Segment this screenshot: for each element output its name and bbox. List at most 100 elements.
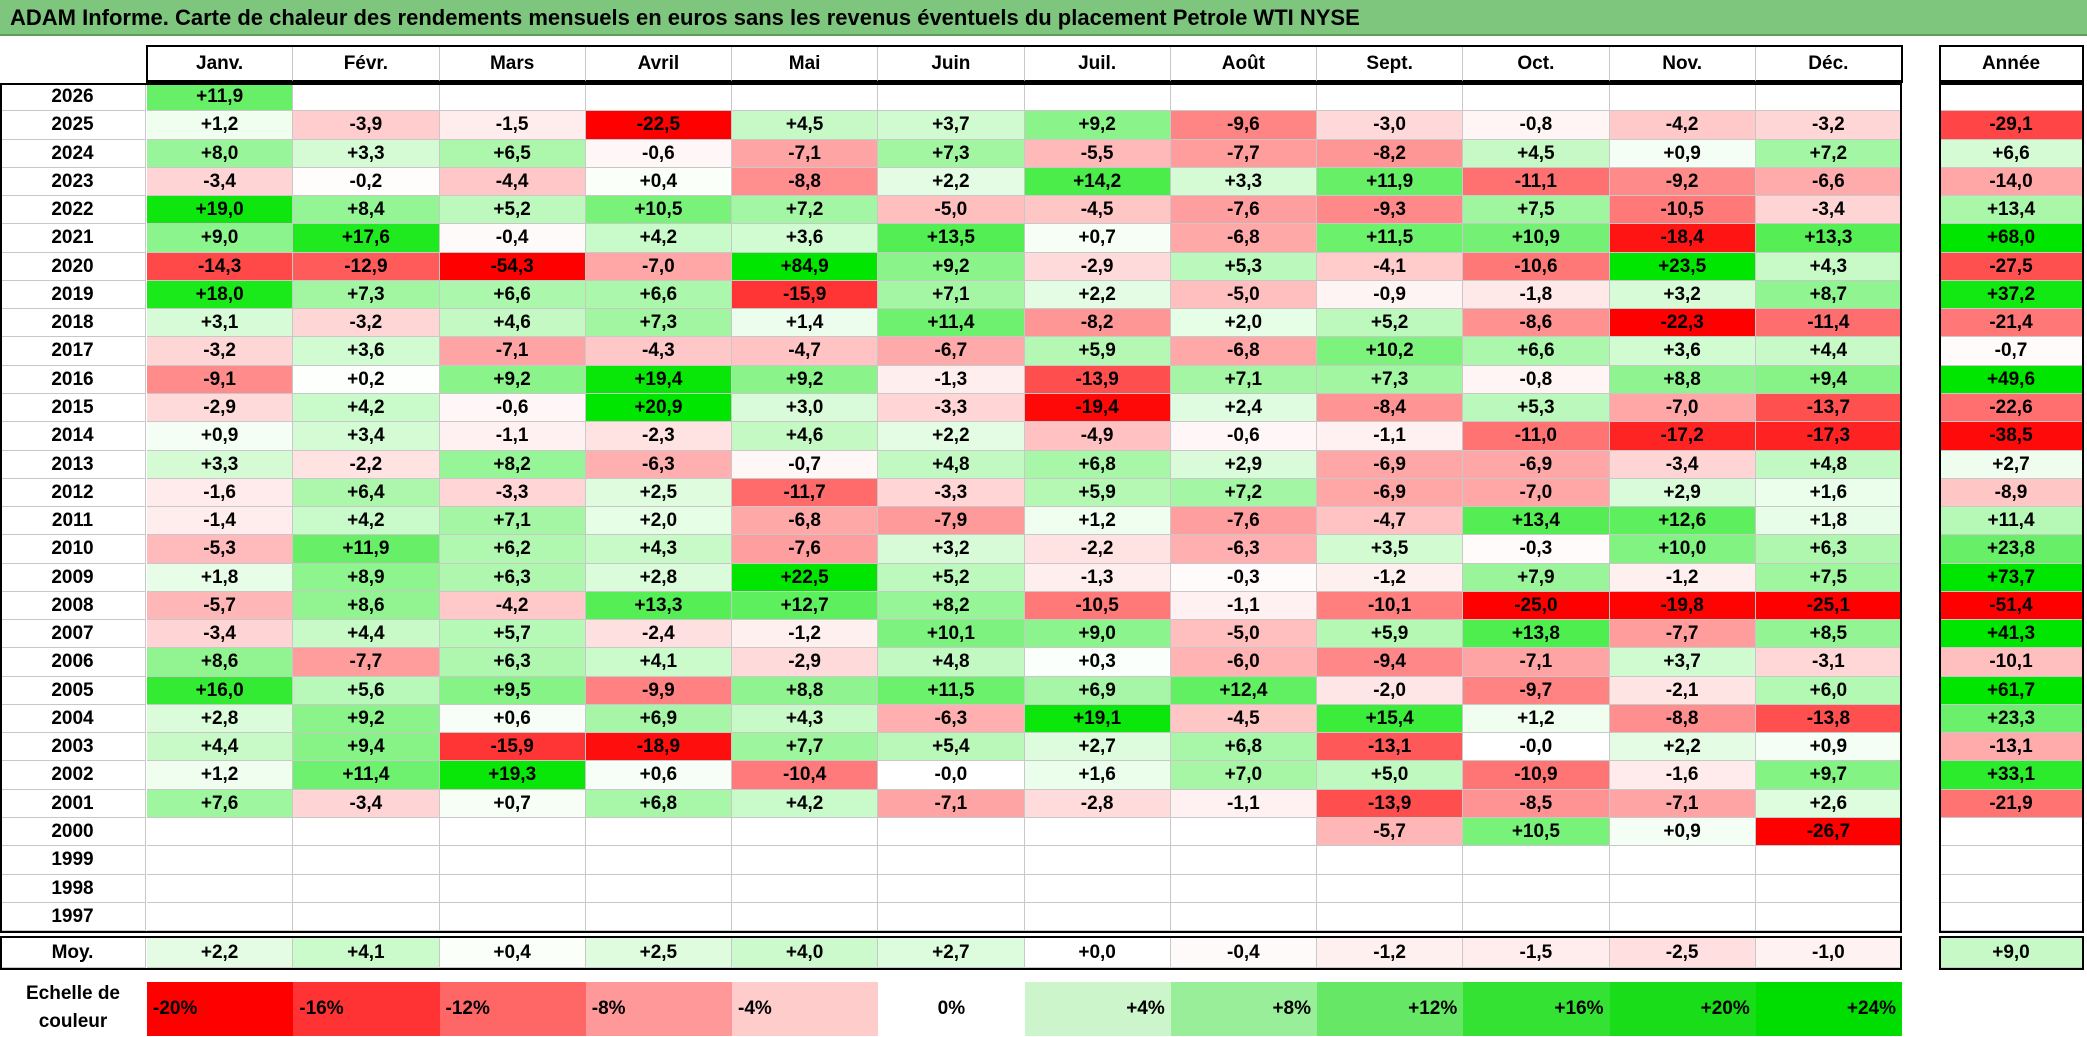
heatmap-cell (732, 83, 879, 112)
heatmap-cell: +6,0 (1755, 676, 1902, 705)
heatmap-cell: -13,9 (1317, 789, 1464, 819)
heatmap-cell: +0,9 (1609, 139, 1756, 168)
heatmap-cell: -9,3 (1317, 196, 1464, 225)
heatmap-cell: +9,2 (293, 704, 440, 734)
heatmap-cell (293, 874, 440, 903)
heatmap-cell: +4,3 (732, 704, 879, 734)
heatmap-cell: -4,5 (1024, 196, 1171, 225)
heatmap-cell: -6,9 (1463, 450, 1610, 479)
heatmap-cell: +6,6 (439, 280, 586, 310)
color-scale-label: Echelle de couleur (0, 980, 146, 1036)
heatmap-cell: -8,5 (1463, 789, 1610, 819)
heatmap-cell: +8,6 (147, 648, 294, 677)
heatmap-cell: -10,5 (1609, 196, 1756, 225)
heatmap-cell: -0,6 (1170, 422, 1317, 451)
month-header: Juil. (1024, 46, 1171, 82)
heatmap-cell (147, 874, 294, 903)
heatmap-cell: -7,0 (585, 252, 732, 281)
heatmap-cell: -5,7 (147, 591, 294, 621)
heatmap-cell: +10,5 (1463, 818, 1610, 847)
heatmap-cell: +5,9 (1317, 620, 1464, 649)
heatmap-cell: +4,8 (878, 450, 1025, 479)
annual-cell: -27,5 (1940, 252, 2083, 281)
heatmap-cell: +2,0 (1170, 309, 1317, 338)
month-header: Mars (439, 46, 586, 82)
month-header: Mai (732, 46, 879, 82)
heatmap-cell: +9,2 (1024, 111, 1171, 140)
heatmap-cell: -1,8 (1463, 280, 1610, 310)
year-label: 2015 (0, 393, 146, 423)
heatmap-cell: +1,8 (1755, 507, 1902, 536)
heatmap-cell: +6,3 (439, 563, 586, 592)
heatmap-cell: +13,5 (878, 224, 1025, 253)
heatmap-cell: +6,9 (585, 704, 732, 734)
heatmap-cell: -9,4 (1317, 648, 1464, 677)
year-label: 2013 (0, 450, 146, 479)
heatmap-cell: +1,6 (1024, 761, 1171, 790)
heatmap-cell: -13,1 (1317, 733, 1464, 762)
heatmap-cell: -1,1 (1170, 591, 1317, 621)
heatmap-cell (1755, 83, 1902, 112)
heatmap-cell: +6,6 (1463, 337, 1610, 366)
year-label: 2023 (0, 167, 146, 197)
average-cell: -1,5 (1463, 938, 1610, 968)
heatmap-cell (585, 846, 732, 875)
heatmap-cell: -8,4 (1317, 393, 1464, 423)
heatmap-cell: +7,1 (439, 507, 586, 536)
average-cell: +0,0 (1024, 938, 1171, 968)
heatmap-cell: +10,1 (878, 620, 1025, 649)
color-scale-step: +4% (1024, 982, 1171, 1036)
heatmap-cell: +0,3 (1024, 648, 1171, 677)
annual-cell: -51,4 (1940, 591, 2083, 621)
heatmap-cell: +1,2 (147, 111, 294, 140)
annual-cell: +61,7 (1940, 676, 2083, 705)
heatmap-cell: -25,1 (1755, 591, 1902, 621)
month-header: Oct. (1463, 46, 1610, 82)
heatmap-cell: -4,7 (1317, 507, 1464, 536)
heatmap-cell: +3,3 (147, 450, 294, 479)
heatmap-cell: +1,6 (1755, 478, 1902, 508)
heatmap-cell: +4,2 (585, 224, 732, 253)
heatmap-cell: +8,6 (293, 591, 440, 621)
heatmap-cell: +1,2 (147, 761, 294, 790)
heatmap-cell: -8,6 (1463, 309, 1610, 338)
heatmap-cell (1317, 902, 1464, 932)
month-header: Sept. (1317, 46, 1464, 82)
year-label: 2025 (0, 111, 146, 140)
heatmap-cell: -5,0 (1170, 280, 1317, 310)
heatmap-cell: +3,0 (732, 393, 879, 423)
year-label: 2018 (0, 309, 146, 338)
heatmap-cell: +10,9 (1463, 224, 1610, 253)
heatmap-cell: +0,2 (293, 365, 440, 394)
year-label: 2002 (0, 761, 146, 790)
heatmap-cell: +4,3 (585, 535, 732, 564)
heatmap-cell (585, 902, 732, 932)
heatmap-cell (439, 83, 586, 112)
heatmap-cell: +11,4 (878, 309, 1025, 338)
heatmap-cell: -2,2 (293, 450, 440, 479)
heatmap-cell (1024, 818, 1171, 847)
heatmap-cell: +8,0 (147, 139, 294, 168)
heatmap-cell: -5,7 (1317, 818, 1464, 847)
annual-cell: +73,7 (1940, 563, 2083, 592)
heatmap-cell: +8,7 (1755, 280, 1902, 310)
heatmap-cell: +4,2 (293, 393, 440, 423)
heatmap-cell: -9,1 (147, 365, 294, 394)
year-label: 2020 (0, 252, 146, 281)
heatmap-cell: +7,6 (147, 789, 294, 819)
heatmap-cell: +13,3 (1755, 224, 1902, 253)
color-scale-step: +20% (1609, 982, 1756, 1036)
heatmap-cell: +0,7 (1024, 224, 1171, 253)
heatmap-cell: -9,9 (585, 676, 732, 705)
heatmap-cell: -18,4 (1609, 224, 1756, 253)
heatmap-cell: +6,6 (585, 280, 732, 310)
heatmap-cell: +1,2 (1463, 704, 1610, 734)
heatmap-cell (147, 846, 294, 875)
month-header: Déc. (1755, 46, 1902, 82)
heatmap-cell: +3,6 (1609, 337, 1756, 366)
heatmap-cell: -6,8 (1170, 224, 1317, 253)
heatmap-cell: +7,3 (1317, 365, 1464, 394)
heatmap-cell (1609, 83, 1756, 112)
heatmap-cell: -1,2 (732, 620, 879, 649)
month-header: Janv. (147, 46, 294, 82)
